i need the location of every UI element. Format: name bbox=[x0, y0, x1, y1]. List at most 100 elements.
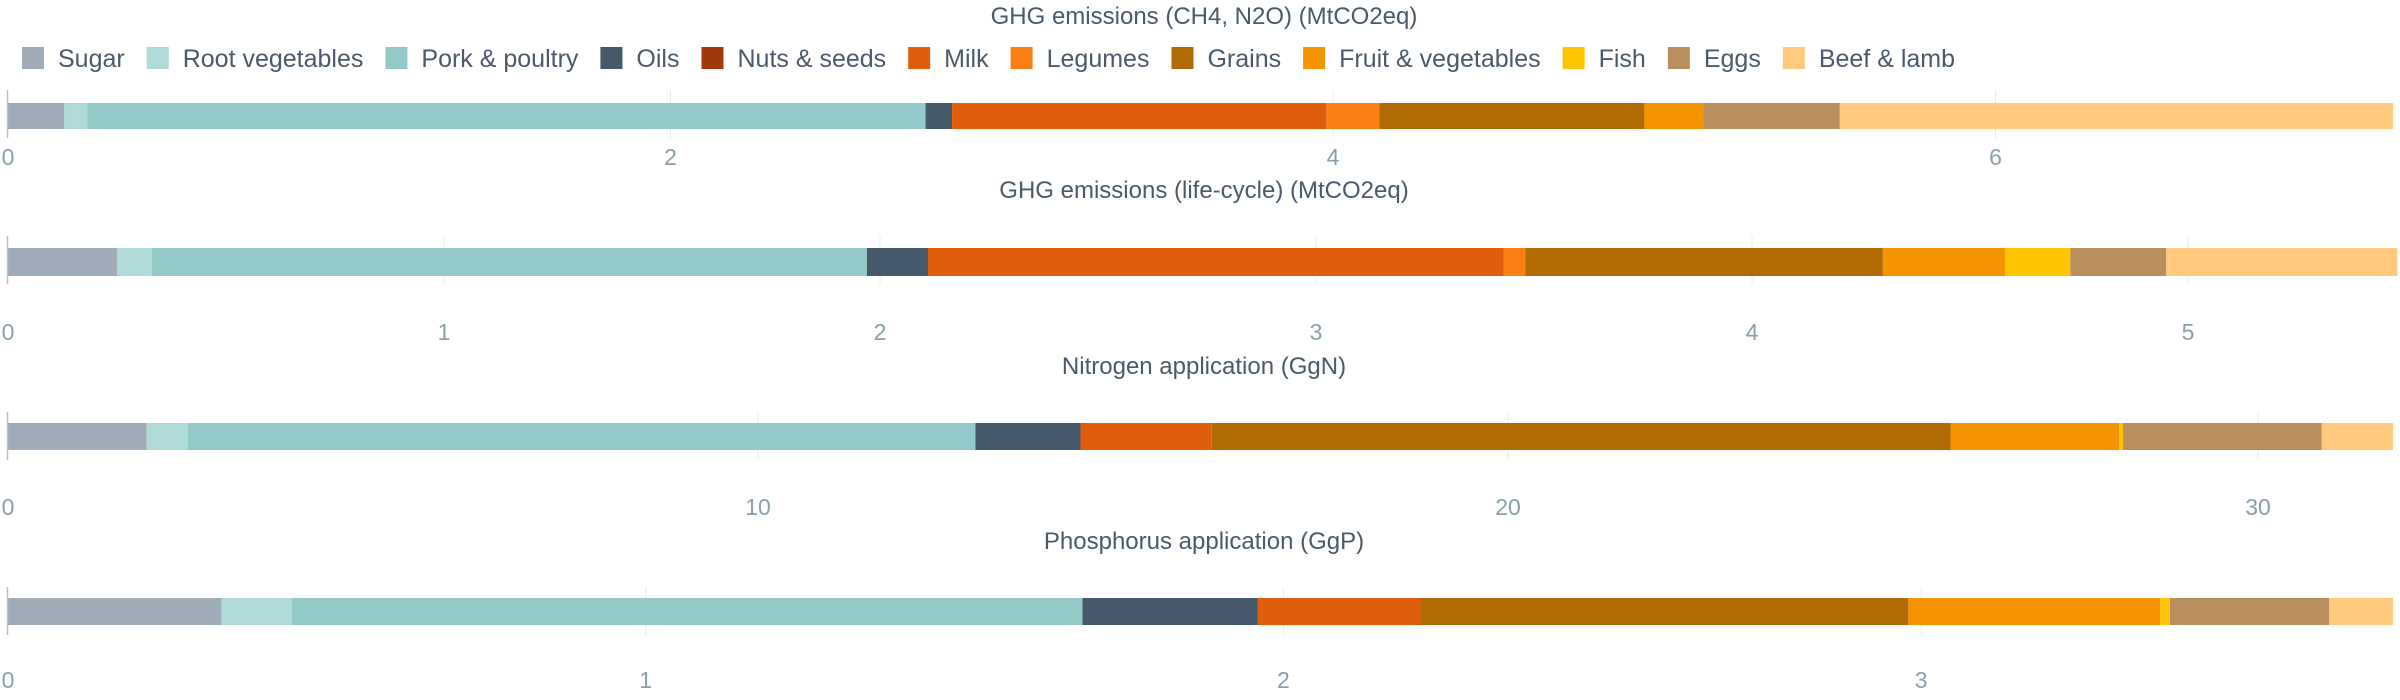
legend-label-nuts-and-seeds: Nuts & seeds bbox=[737, 45, 886, 73]
bar-segment-milk[interactable] bbox=[1257, 598, 1421, 625]
bar-segment-eggs[interactable] bbox=[2169, 598, 2330, 625]
tick-label: 1 bbox=[639, 667, 652, 693]
panel-nitrogen-application-ggn: Nitrogen application (GgN) 0 10 20 30 bbox=[2, 353, 2393, 520]
legend-swatch-legumes bbox=[1010, 47, 1033, 69]
bar-segment-fruit-and-vegetables[interactable] bbox=[1908, 598, 2161, 625]
bar-segment-sugar[interactable] bbox=[8, 248, 118, 276]
bar-segment-beef-and-lamb[interactable] bbox=[2166, 248, 2398, 276]
legend-item-root-vegetables[interactable]: Root vegetables bbox=[146, 45, 364, 73]
legend-label-fruit-and-vegetables: Fruit & vegetables bbox=[1339, 45, 1541, 73]
panel-ghg-emissions-ch4-n2o-mtco2eq: GHG emissions (CH4, N2O) (MtCO2eq) 0 2 4 6 bbox=[2, 3, 2393, 170]
bar-segment-root-vegetables[interactable] bbox=[117, 248, 152, 276]
tick-label: 4 bbox=[1327, 144, 1340, 170]
bar-segment-grains[interactable] bbox=[1379, 103, 1645, 129]
bar-segment-fish[interactable] bbox=[2119, 423, 2123, 450]
bar-segment-grains[interactable] bbox=[1525, 248, 1883, 276]
legend-swatch-fish bbox=[1562, 47, 1585, 69]
bar-segment-fruit-and-vegetables[interactable] bbox=[1882, 248, 2005, 276]
panel-phosphorus-application-ggp: Phosphorus application (GgP) 0 1 2 3 bbox=[2, 528, 2393, 693]
bar-segment-root-vegetables[interactable] bbox=[64, 103, 88, 129]
legend-swatch-fruit-and-vegetables bbox=[1303, 47, 1326, 69]
legend-swatch-oils bbox=[600, 47, 623, 69]
bar-segment-beef-and-lamb[interactable] bbox=[2321, 423, 2393, 450]
bar-segment-grains[interactable] bbox=[1420, 598, 1909, 625]
bar-segment-oils[interactable] bbox=[925, 103, 953, 129]
bar-segment-pork-and-poultry[interactable] bbox=[151, 248, 867, 276]
legend-label-sugar: Sugar bbox=[58, 45, 125, 73]
bar-segment-pork-and-poultry[interactable] bbox=[87, 103, 926, 129]
tick-label: 2 bbox=[664, 144, 677, 170]
legend-swatch-beef-and-lamb bbox=[1782, 47, 1805, 69]
legend-swatch-eggs bbox=[1667, 47, 1690, 69]
bar-segment-eggs[interactable] bbox=[2070, 248, 2167, 276]
bar-segment-root-vegetables[interactable] bbox=[221, 598, 292, 625]
bar-segment-legumes[interactable] bbox=[1326, 103, 1380, 129]
legend-label-grains: Grains bbox=[1207, 45, 1281, 73]
tick-label: 4 bbox=[1746, 319, 1759, 345]
panel-title: GHG emissions (CH4, N2O) (MtCO2eq) bbox=[991, 3, 1418, 30]
legend-item-nuts-and-seeds[interactable]: Nuts & seeds bbox=[701, 45, 886, 73]
legend-label-legumes: Legumes bbox=[1047, 45, 1150, 73]
panel-title: GHG emissions (life-cycle) (MtCO2eq) bbox=[999, 177, 1408, 204]
tick-label: 30 bbox=[2245, 494, 2271, 520]
bar-segment-milk[interactable] bbox=[952, 103, 1327, 129]
legend: Sugar Root vegetables Pork & poultry Oils Nu… bbox=[22, 45, 1955, 73]
bar-segment-fish[interactable] bbox=[2004, 248, 2071, 276]
legend-item-beef-and-lamb[interactable]: Beef & lamb bbox=[1782, 45, 1955, 73]
bar-segment-fruit-and-vegetables[interactable] bbox=[1644, 103, 1704, 129]
bar-segment-sugar[interactable] bbox=[8, 598, 222, 625]
legend-item-fruit-and-vegetables[interactable]: Fruit & vegetables bbox=[1303, 45, 1541, 73]
bar-segment-pork-and-poultry[interactable] bbox=[291, 598, 1083, 625]
bar-segment-oils[interactable] bbox=[1082, 598, 1258, 625]
tick-label: 6 bbox=[1989, 144, 2002, 170]
legend-item-pork-and-poultry[interactable]: Pork & poultry bbox=[385, 45, 579, 73]
tick-label: 3 bbox=[1915, 667, 1928, 693]
bar-segment-fish[interactable] bbox=[2160, 598, 2170, 625]
tick-label: 20 bbox=[1495, 494, 1521, 520]
legend-swatch-sugar bbox=[22, 47, 44, 69]
legend-label-milk: Milk bbox=[944, 45, 989, 73]
tick-label: 2 bbox=[1277, 667, 1290, 693]
bar-segment-sugar[interactable] bbox=[8, 423, 147, 450]
legend-swatch-grains bbox=[1171, 47, 1194, 69]
bar-segment-sugar[interactable] bbox=[8, 103, 65, 129]
legend-item-milk[interactable]: Milk bbox=[908, 45, 989, 73]
legend-item-fish[interactable]: Fish bbox=[1562, 45, 1646, 73]
bar-segment-milk[interactable] bbox=[1080, 423, 1212, 450]
bar-segment-oils[interactable] bbox=[975, 423, 1081, 450]
bar-segment-beef-and-lamb[interactable] bbox=[2329, 598, 2393, 625]
legend-item-sugar[interactable]: Sugar bbox=[22, 45, 125, 73]
legend-item-grains[interactable]: Grains bbox=[1171, 45, 1281, 73]
bar-segment-fruit-and-vegetables[interactable] bbox=[1950, 423, 2120, 450]
tick-label: 0 bbox=[2, 319, 15, 345]
bar-segment-legumes[interactable] bbox=[1503, 248, 1526, 276]
tick-label: 0 bbox=[2, 494, 15, 520]
tick-label: 2 bbox=[874, 319, 887, 345]
legend-label-oils: Oils bbox=[636, 45, 679, 73]
bar-segment-eggs[interactable] bbox=[2123, 423, 2322, 450]
tick-label: 1 bbox=[438, 319, 451, 345]
tick-label: 10 bbox=[745, 494, 771, 520]
bar-segment-milk[interactable] bbox=[927, 248, 1504, 276]
panel-title: Phosphorus application (GgP) bbox=[1044, 528, 1364, 555]
bar-segment-beef-and-lamb[interactable] bbox=[1839, 103, 2393, 129]
legend-swatch-nuts-and-seeds bbox=[701, 47, 724, 69]
bar-segment-root-vegetables[interactable] bbox=[146, 423, 188, 450]
panel-title: Nitrogen application (GgN) bbox=[1062, 353, 1346, 380]
legend-item-eggs[interactable]: Eggs bbox=[1667, 45, 1761, 73]
bar-segment-grains[interactable] bbox=[1211, 423, 1951, 450]
legend-swatch-milk bbox=[908, 47, 931, 69]
legend-item-oils[interactable]: Oils bbox=[600, 45, 679, 73]
legend-label-fish: Fish bbox=[1599, 45, 1646, 73]
bar-segment-oils[interactable] bbox=[866, 248, 928, 276]
legend-swatch-root-vegetables bbox=[146, 47, 169, 69]
bar-segment-eggs[interactable] bbox=[1704, 103, 1840, 129]
legend-item-legumes[interactable]: Legumes bbox=[1010, 45, 1150, 73]
chart-panels: GHG emissions (CH4, N2O) (MtCO2eq) 0 2 4 6 GH… bbox=[2, 3, 2398, 693]
tick-label: 5 bbox=[2182, 319, 2195, 345]
legend-label-eggs: Eggs bbox=[1704, 45, 1761, 73]
legend-label-root-vegetables: Root vegetables bbox=[183, 45, 364, 73]
bar-segment-pork-and-poultry[interactable] bbox=[188, 423, 976, 450]
tick-label: 0 bbox=[2, 667, 15, 693]
